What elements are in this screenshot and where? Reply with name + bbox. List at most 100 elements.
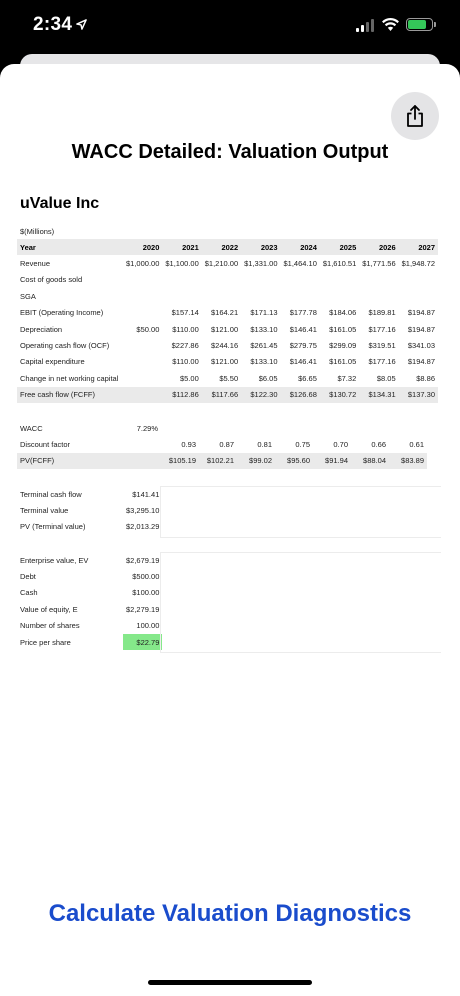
row-label: Revenue	[20, 259, 51, 269]
row-value	[281, 272, 320, 288]
row-value: $110.00	[172, 357, 199, 367]
empty-cell	[389, 420, 427, 436]
wacc-label: WACC	[20, 423, 43, 433]
row-value: $244.16	[211, 341, 239, 351]
row-value: $189.81	[368, 308, 396, 318]
header-year: 2020	[123, 239, 163, 256]
wifi-icon	[381, 17, 400, 32]
wacc-value: 7.29%	[136, 423, 158, 433]
row-value: $121.00	[211, 357, 239, 367]
terminal-label: Terminal cash flow	[20, 489, 82, 499]
row-value	[123, 386, 163, 403]
row-value: $126.68	[280, 386, 320, 403]
row-label: PV(FCFF)	[17, 452, 123, 470]
table-row: PV(FCFF) $105.19 $102.21 $99.02 $95.60 $91.94…	[17, 452, 427, 470]
row-value	[359, 272, 398, 288]
row-value: $8.86	[416, 373, 435, 383]
row-value: $1,771.56	[362, 259, 396, 269]
row-value	[359, 288, 398, 304]
row-value: $8.05	[376, 373, 396, 383]
row-value: $137.30	[398, 386, 438, 403]
table-row: EBIT (Operating Income) $157.14 $164.21 $17…	[17, 305, 438, 321]
row-value: 0.93	[181, 440, 196, 450]
table-row: Operating cash flow (OCF) $227.86 $244.16 $…	[17, 337, 438, 353]
terminal-value: $2,013.29	[126, 522, 160, 532]
row-value: $5.00	[179, 373, 199, 383]
table-row: Number of shares 100.00	[17, 618, 162, 634]
company-name: uValue Inc	[20, 195, 100, 212]
row-value: $146.41	[289, 324, 317, 334]
terminal-value: $3,295.10	[126, 506, 160, 516]
row-value: $5.50	[219, 373, 239, 383]
row-value: $112.86	[162, 386, 202, 403]
valuation-label: Value of equity, E	[20, 604, 78, 614]
row-value: 0.81	[257, 440, 272, 450]
row-value: $83.89	[389, 452, 427, 470]
row-value: $1,464.10	[283, 259, 317, 269]
row-value: $164.21	[211, 308, 239, 318]
valuation-label: Number of shares	[20, 621, 80, 631]
row-value	[123, 354, 162, 370]
table-row: Debt $500.00	[17, 568, 162, 584]
row-value: $146.41	[289, 357, 317, 367]
share-icon	[407, 105, 423, 127]
row-value: $1,948.72	[401, 259, 435, 269]
share-button[interactable]	[391, 92, 439, 140]
row-value: $134.31	[359, 386, 399, 403]
table-row: SGA	[17, 288, 438, 304]
row-value: 0.70	[333, 440, 348, 450]
row-value: $91.94	[313, 452, 351, 470]
valuation-value: $2,279.19	[126, 604, 160, 614]
table-row: Change in net working capital $5.00 $5.50 $…	[17, 370, 438, 386]
row-value: $171.13	[250, 308, 278, 318]
row-value: $261.45	[250, 341, 278, 351]
cellular-signal-icon	[356, 19, 376, 32]
row-value	[123, 337, 162, 353]
empty-cell	[275, 420, 313, 436]
terminal-label: PV (Terminal value)	[20, 522, 86, 532]
row-value	[241, 288, 280, 304]
row-label: Change in net working capital	[20, 373, 119, 383]
row-value	[123, 288, 162, 304]
valuation-value: $2,679.19	[126, 555, 160, 565]
table-header-row: Year 2020 2021 2022 2023 2024 2025 2026 2027	[17, 239, 438, 256]
row-label: EBIT (Operating Income)	[20, 308, 104, 318]
price-per-share-value: $22.79	[123, 633, 163, 651]
row-value: $1,610.51	[322, 259, 357, 269]
row-value: $130.72	[319, 386, 360, 403]
row-value: $279.75	[289, 341, 317, 351]
row-value: $102.21	[199, 452, 237, 470]
valuation-table: Enterprise value, EV $2,679.19 Debt $500.00…	[17, 552, 163, 651]
status-time: 2:34	[33, 14, 88, 36]
empty-cell	[313, 420, 351, 436]
valuation-label: Debt	[20, 572, 36, 582]
row-label: SGA	[20, 291, 36, 301]
row-value	[202, 272, 241, 288]
row-value	[123, 272, 162, 288]
table-row: Free cash flow (FCFF) $112.86 $117.66 $122.…	[17, 386, 438, 403]
table-row: PV (Terminal value) $2,013.29	[17, 519, 162, 535]
table-row: Terminal cash flow $141.41	[17, 486, 162, 502]
row-value: $1,331.00	[244, 259, 278, 269]
row-value: $6.65	[298, 373, 317, 383]
battery-icon	[406, 18, 436, 31]
valuation-label: Cash	[20, 588, 38, 598]
calculate-diagnostics-button[interactable]: Calculate Valuation Diagnostics	[48, 900, 412, 927]
header-year: 2023	[241, 239, 281, 256]
row-value: $177.78	[289, 308, 317, 318]
financial-table: Year 2020 2021 2022 2023 2024 2025 2026 2027 Reve…	[17, 239, 438, 403]
row-value: $6.05	[258, 373, 278, 383]
row-value: $161.05	[329, 324, 357, 334]
row-value	[123, 436, 161, 452]
row-label: Operating cash flow (OCF)	[20, 341, 110, 351]
row-value	[202, 288, 241, 304]
row-value: $50.00	[136, 324, 160, 334]
table-row: Depreciation $50.00 $110.00 $121.00 $133.10 $…	[17, 321, 438, 337]
wacc-row: WACC 7.29%	[17, 420, 427, 436]
row-value	[320, 288, 359, 304]
row-value	[241, 272, 280, 288]
table-row: Value of equity, E $2,279.19	[17, 601, 162, 617]
header-year-label: Year	[17, 239, 123, 256]
status-bar: 2:34	[0, 0, 460, 52]
row-value: $133.10	[250, 357, 278, 367]
